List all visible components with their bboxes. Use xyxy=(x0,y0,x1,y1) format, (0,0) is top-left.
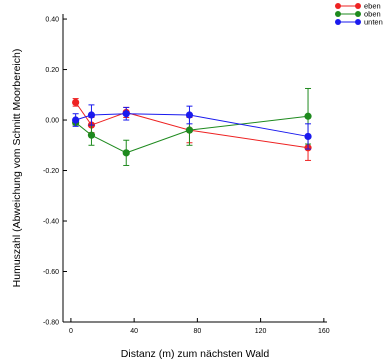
legend-marker xyxy=(355,3,361,9)
axes: -0.80 -0.60 -0.40 -0.20 0.00 0.20 0.40 0 40 80 120… xyxy=(43,14,330,335)
y-tick-label: 0.40 xyxy=(45,17,59,24)
y-axis-label: Humuszahl (Abweichung vom Schnitt Moorbe… xyxy=(11,49,23,288)
legend-marker xyxy=(335,3,341,9)
plot-area xyxy=(72,87,312,166)
data-point-unten xyxy=(185,111,194,119)
legend-label: eben xyxy=(364,2,381,11)
y-tick-label: 0.00 xyxy=(45,118,59,125)
y-tick-label: -0.20 xyxy=(43,168,59,175)
data-point-oben xyxy=(122,149,130,157)
series-line-oben xyxy=(75,115,309,154)
x-tick-label: 40 xyxy=(130,328,138,335)
series-line-eben xyxy=(75,102,309,149)
legend-item-unten: unten xyxy=(335,18,383,27)
data-point-eben xyxy=(72,98,80,106)
data-point-oben xyxy=(87,131,96,139)
x-axis-label: Distanz (m) zum nächsten Wald xyxy=(121,348,270,360)
y-tick-label: -0.80 xyxy=(43,320,59,327)
legend-label: unten xyxy=(364,18,383,27)
legend-label: oben xyxy=(364,10,381,19)
legend-marker xyxy=(335,19,341,25)
series-oben xyxy=(72,87,312,166)
legend-item-eben: eben xyxy=(335,2,381,11)
x-tick-label: 120 xyxy=(255,328,267,335)
y-tick-label: 0.20 xyxy=(45,67,59,74)
legend-marker xyxy=(335,11,341,17)
y-tick-label: -0.60 xyxy=(43,269,59,276)
data-point-oben xyxy=(304,112,312,120)
data-point-unten xyxy=(72,116,80,124)
series-unten xyxy=(72,104,312,150)
x-tick-label: 0 xyxy=(69,328,73,335)
legend-item-oben: oben xyxy=(335,10,381,19)
data-point-unten xyxy=(87,111,96,119)
y-tick-label: -0.40 xyxy=(43,219,59,226)
legend-marker xyxy=(355,19,361,25)
data-point-oben xyxy=(185,126,194,134)
legend-marker xyxy=(355,11,361,17)
x-tick-label: 160 xyxy=(318,328,330,335)
data-point-unten xyxy=(122,110,130,118)
x-tick-label: 80 xyxy=(193,328,201,335)
data-point-unten xyxy=(304,132,312,141)
